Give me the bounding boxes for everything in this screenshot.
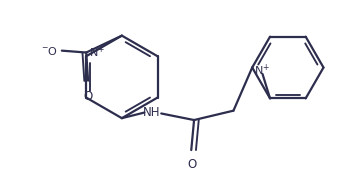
- Text: O: O: [84, 90, 93, 103]
- Text: NH: NH: [143, 106, 161, 119]
- Text: N$^{+}$: N$^{+}$: [89, 45, 105, 60]
- Text: N$^{+}$: N$^{+}$: [254, 63, 270, 78]
- Text: $^{-}$O: $^{-}$O: [41, 45, 58, 57]
- Text: O: O: [188, 158, 197, 171]
